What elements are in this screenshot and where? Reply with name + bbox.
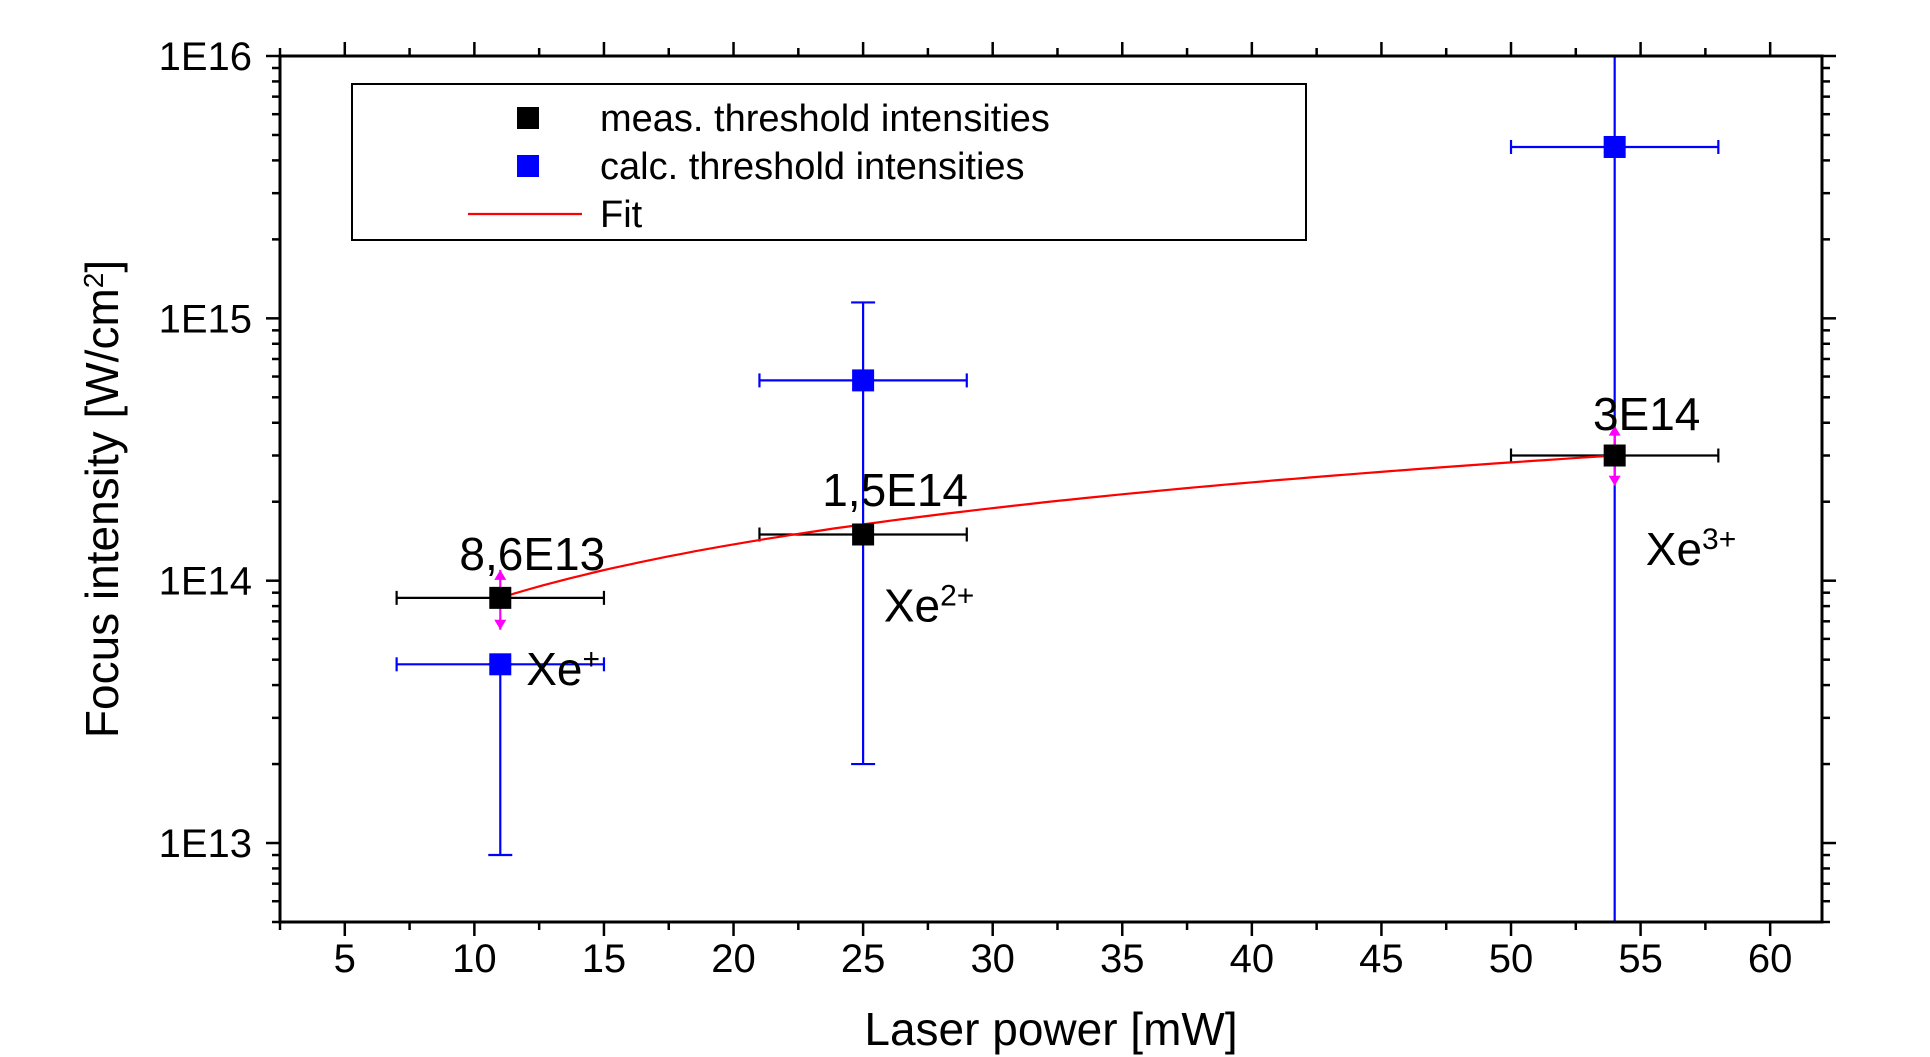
x-tick-label: 20	[711, 937, 756, 981]
y-tick-label: 1E15	[159, 297, 252, 341]
x-axis-title: Laser power [mW]	[864, 1003, 1237, 1055]
x-tick-label: 60	[1748, 937, 1793, 981]
x-tick-label: 35	[1100, 937, 1145, 981]
fit-curve	[499, 454, 1615, 599]
legend-marker-meas	[517, 107, 539, 129]
calc-point	[852, 369, 875, 392]
fit-layer	[499, 454, 1615, 599]
value-annotation: 3E14	[1593, 388, 1700, 440]
plot-frame	[278, 54, 1824, 924]
ion-label-charge: 3+	[1702, 522, 1736, 555]
x-tick-label: 30	[970, 937, 1015, 981]
ion-label: Xe3+	[1646, 522, 1736, 575]
ion-label: Xe2+	[884, 579, 974, 632]
meas-yerr-arrow-down	[494, 619, 507, 630]
ion-label-base: Xe	[1646, 523, 1702, 575]
x-tick-label: 50	[1489, 937, 1534, 981]
calc-point	[1603, 135, 1626, 158]
meas-yerr-arrow-down	[1608, 475, 1621, 486]
ion-label: Xe+	[526, 643, 600, 696]
x-tick-label: 10	[452, 937, 497, 981]
meas-point	[852, 523, 875, 546]
y-axis-title-sup: 2	[78, 273, 109, 289]
legend-label-calc: calc. threshold intensities	[600, 146, 1025, 188]
y-axis-title: Focus intensity [W/cm2]	[76, 260, 128, 738]
ion-label-charge: 2+	[940, 579, 974, 612]
ion-label-charge: +	[582, 643, 600, 676]
legend-label-fit: Fit	[600, 194, 643, 236]
y-axis-title-end: ]	[76, 260, 128, 273]
tick-labels-layer: 5 10 15 20 25 30 35 40 45 50 55 60 1E13 1E14 1E15 1E16	[159, 35, 1793, 981]
calc-point	[489, 653, 512, 676]
meas-yerr-arrow-up	[1608, 425, 1621, 436]
meas-point	[489, 586, 512, 609]
x-tick-label: 25	[841, 937, 886, 981]
y-tick-label: 1E14	[159, 560, 252, 604]
y-axis-title-main: Focus intensity [W/cm	[76, 288, 128, 738]
x-tick-label: 45	[1359, 937, 1404, 981]
x-tick-label: 55	[1618, 937, 1663, 981]
meas-point	[1603, 444, 1626, 467]
legend: meas. threshold intensities calc. thresh…	[351, 83, 1307, 241]
legend-marker-calc	[517, 155, 539, 177]
y-tick-label: 1E13	[159, 822, 252, 866]
y-tick-label: 1E16	[159, 35, 252, 79]
legend-label-meas: meas. threshold intensities	[600, 98, 1050, 140]
value-annotation: 8,6E13	[459, 528, 605, 580]
ion-label-base: Xe	[884, 579, 940, 631]
meas-yerr-arrow-up	[494, 569, 507, 580]
x-tick-label: 40	[1230, 937, 1275, 981]
points-layer	[489, 135, 1626, 676]
x-tick-label: 15	[582, 937, 627, 981]
value-annotation: 1,5E14	[822, 464, 968, 516]
ion-label-base: Xe	[526, 643, 582, 695]
x-tick-label: 5	[334, 937, 356, 981]
